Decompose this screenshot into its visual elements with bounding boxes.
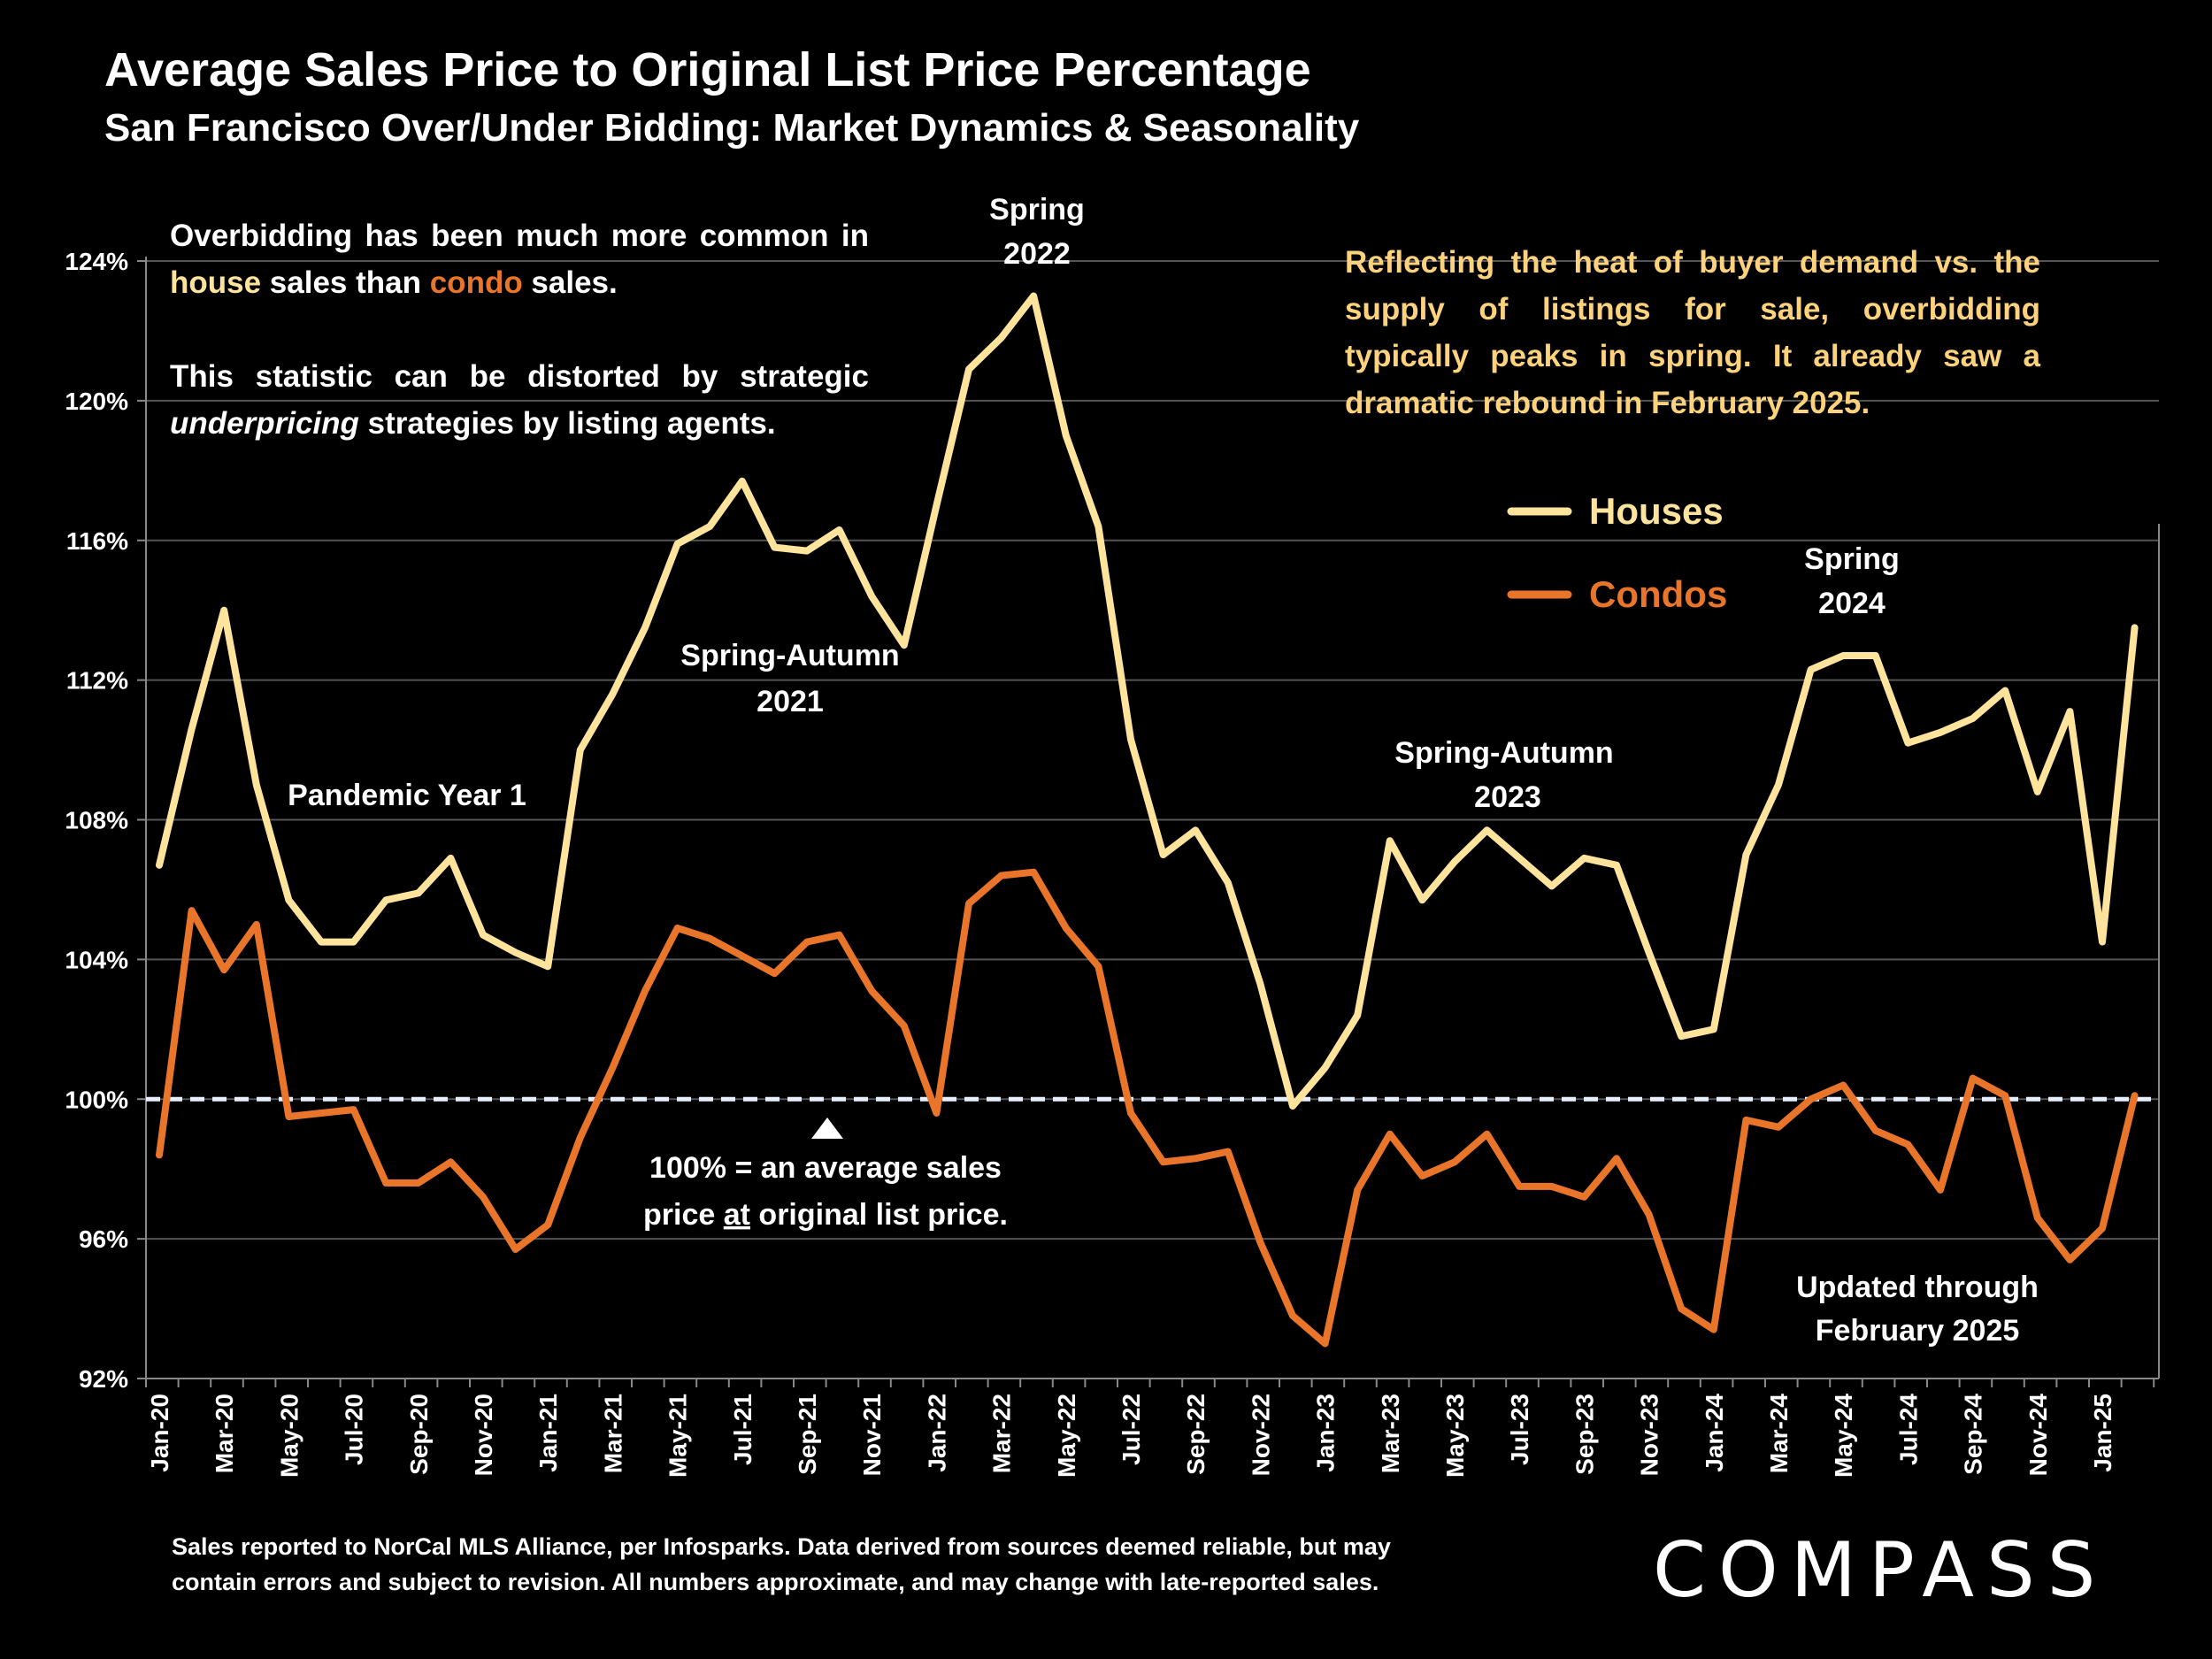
y-tick-label: 96%: [79, 1225, 128, 1253]
x-tick-label: Jul-21: [729, 1394, 757, 1465]
x-tick-label: Sep-22: [1182, 1394, 1210, 1475]
x-tick-label: Jan-24: [1701, 1394, 1728, 1472]
note-left: Overbidding has been much more common in…: [170, 212, 869, 447]
chart-title: Average Sales Price to Original List Pri…: [104, 43, 1311, 96]
y-tick-label: 104%: [65, 946, 128, 973]
x-tick-label: Sep-21: [794, 1394, 821, 1475]
legend-label-houses: Houses: [1589, 490, 1724, 532]
legend: Houses Condos: [1507, 490, 1727, 615]
x-tick-label: May-22: [1053, 1394, 1080, 1478]
x-tick-label: Jan-23: [1312, 1394, 1340, 1472]
x-tick-label: Nov-21: [858, 1394, 886, 1476]
x-tick-label: Mar-20: [211, 1394, 238, 1473]
footer-disclaimer: Sales reported to NorCal MLS Alliance, p…: [172, 1529, 1587, 1600]
triangle-marker-icon: [811, 1118, 843, 1139]
x-tick-label: May-20: [275, 1394, 303, 1478]
legend-label-condos: Condos: [1589, 573, 1727, 615]
y-tick-label: 124%: [65, 248, 128, 275]
x-tick-label: Jul-20: [341, 1394, 368, 1465]
note-left-house: house: [170, 265, 262, 300]
annotation-pandemic-year-1: Pandemic Year 1: [288, 779, 526, 812]
annotation-updated-line1: Updated through: [1796, 1271, 2039, 1304]
x-tick-label: Jul-22: [1118, 1394, 1145, 1465]
x-tick-label: Sep-20: [405, 1394, 433, 1475]
compass-logo: COMPASS: [1653, 1526, 2108, 1615]
note-left-p2-a: This statistic can be distorted by strat…: [170, 359, 869, 394]
annotation-reference-line2: price at original list price.: [643, 1198, 1008, 1232]
annotation-spring-autumn-2021-line1: Spring-Autumn: [680, 639, 899, 672]
x-tick-label: Nov-23: [1636, 1394, 1663, 1476]
annotation-spring-2022-line2: 2022: [1003, 237, 1071, 271]
y-axis-ticks: 92% 96% 100% 104% 108% 112% 116% 120% 124%: [65, 248, 146, 1393]
ref-note-price: price: [643, 1198, 724, 1232]
annotation-updated-line2: February 2025: [1816, 1314, 2020, 1348]
x-tick-label: Nov-22: [1247, 1394, 1274, 1476]
note-left-p1-c: sales.: [522, 265, 618, 300]
y-tick-label: 100%: [65, 1086, 128, 1113]
houses-line: [156, 292, 2139, 1110]
x-tick-label: May-21: [664, 1394, 692, 1478]
footer-line-2: contain errors and subject to revision. …: [172, 1569, 1379, 1595]
y-tick-label: 112%: [66, 667, 128, 695]
x-tick-label: Jan-25: [2089, 1394, 2116, 1472]
chart-subtitle: San Francisco Over/Under Bidding: Market…: [104, 106, 1360, 150]
gridlines: [146, 260, 2159, 1240]
x-tick-label: Nov-20: [470, 1394, 497, 1476]
annotation-spring-2024-line2: 2024: [1818, 587, 1886, 620]
ref-note-rest: original list price.: [750, 1198, 1008, 1232]
y-tick-label: 108%: [65, 807, 128, 834]
x-tick-label: Jan-22: [923, 1394, 950, 1472]
x-tick-label: May-24: [1830, 1394, 1857, 1478]
x-tick-label: Nov-24: [2024, 1394, 2052, 1477]
x-tick-label: May-23: [1441, 1394, 1469, 1478]
ref-note-at: at: [724, 1198, 750, 1232]
x-tick-label: Mar-23: [1377, 1394, 1404, 1473]
y-tick-label: 120%: [65, 388, 128, 415]
x-axis-ticks: Jan-20 Mar-20 May-20 Jul-20 Sep-20 Nov-20 Jan-…: [145, 1379, 2155, 1478]
note-left-paragraph-2: This statistic can be distorted by strat…: [170, 353, 869, 447]
note-left-p1-a: Overbidding has been much more common in: [170, 219, 869, 253]
x-tick-label: Sep-23: [1571, 1394, 1598, 1475]
x-tick-label: Mar-24: [1765, 1394, 1793, 1474]
note-left-paragraph-1: Overbidding has been much more common in…: [170, 212, 869, 306]
y-tick-label: 92%: [79, 1365, 128, 1393]
annotation-reference-line1: 100% = an average sales: [649, 1151, 1002, 1185]
note-left-underpricing: underpricing: [170, 406, 359, 441]
x-tick-label: Mar-22: [988, 1394, 1016, 1473]
note-left-p2-b: strategies by listing agents.: [358, 406, 776, 441]
x-tick-label: Jul-23: [1506, 1394, 1533, 1465]
series-lines: [146, 292, 2159, 1348]
footer-line-1: Sales reported to NorCal MLS Alliance, p…: [172, 1533, 1391, 1560]
annotation-spring-2024-line1: Spring: [1804, 542, 1900, 576]
note-left-condo: condo: [429, 265, 523, 300]
annotation-spring-2022-line1: Spring: [989, 193, 1085, 227]
axes: [145, 257, 2160, 1379]
condos-line: [156, 868, 2139, 1348]
x-tick-label: Jul-24: [1894, 1394, 1922, 1465]
annotation-spring-autumn-2023-line1: Spring-Autumn: [1394, 736, 1613, 770]
y-tick-label: 116%: [66, 527, 128, 555]
note-right: Reflecting the heat of buyer demand vs. …: [1345, 245, 2040, 420]
annotation-spring-autumn-2023-line2: 2023: [1474, 780, 1541, 814]
note-left-p1-b: sales than: [261, 265, 430, 300]
x-tick-label: Jan-20: [146, 1394, 173, 1472]
annotation-spring-autumn-2021-line2: 2021: [757, 685, 824, 718]
x-tick-label: Mar-21: [599, 1394, 626, 1473]
x-tick-label: Jan-21: [534, 1394, 562, 1472]
x-tick-label: Sep-24: [1960, 1394, 1987, 1475]
